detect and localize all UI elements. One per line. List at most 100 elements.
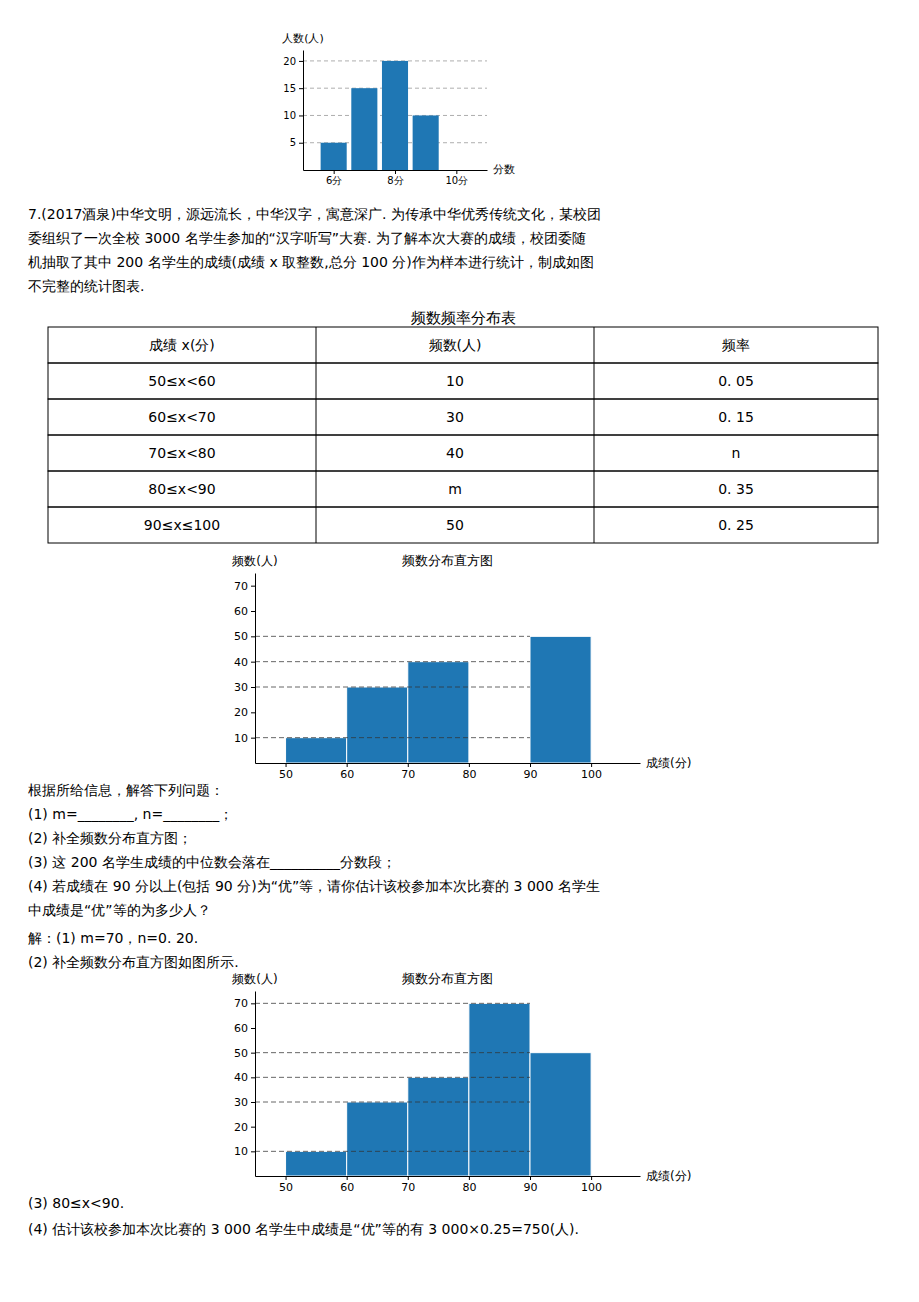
tick-label: 60 (340, 768, 354, 781)
tick-mark (251, 636, 255, 637)
tick-mark (591, 763, 592, 767)
tick-label: 10分 (445, 175, 468, 186)
table-divider (316, 363, 317, 399)
histogram-bar (530, 636, 591, 763)
tick: 6分 (326, 170, 342, 186)
text-line: (4) 估计该校参加本次比赛的 3 000 名学生中成绩是“优”等的有 3 00… (28, 1221, 579, 1237)
tick-mark (530, 1176, 531, 1180)
dashed-line (255, 636, 530, 637)
chart: 6分8分10分5101520人数(人)分数 (282, 32, 515, 186)
table-header: 成绩 x(分) (149, 337, 215, 353)
y-axis: 5101520 (283, 51, 303, 171)
table-divider (316, 435, 317, 471)
tick-mark (456, 170, 457, 174)
histogram-bar (408, 662, 469, 763)
tick: 50 (234, 630, 255, 643)
text-line: (2) 补全频数分布直方图如图所示. (28, 954, 239, 970)
y-axis: 10203040506070 (234, 992, 256, 1177)
tick-label: 40 (234, 656, 248, 669)
histogram-bar (286, 1151, 347, 1176)
plot-area (255, 636, 591, 763)
x-axis: 6分 8分 10分 (304, 170, 488, 186)
y-axis-line (255, 992, 256, 1177)
tick: 60 (234, 605, 255, 618)
tick: 50 (279, 1176, 293, 1194)
tick-mark (251, 687, 255, 688)
bar (351, 88, 377, 170)
table-row-border (48, 327, 878, 363)
text-line: 根据所给信息，解答下列问题： (28, 782, 224, 798)
x-axis: 5060708090100 (256, 763, 641, 781)
tick-mark (299, 88, 303, 89)
tick-label: 8分 (387, 175, 403, 186)
tick-mark (299, 143, 303, 144)
tick: 10 (234, 1145, 255, 1158)
histogram-bar (347, 687, 408, 763)
tick-label: 50 (279, 1181, 293, 1194)
chart-title: 频数分布直方图 (402, 971, 493, 986)
text-line: 7.(2017酒泉)中华文明，源远流长，中华汉字，寓意深广. 为传承中华优秀传统… (28, 206, 601, 222)
table-cell: 0. 25 (718, 517, 754, 533)
tick-label: 60 (340, 1181, 354, 1194)
tick-mark (251, 662, 255, 663)
tick: 30 (234, 681, 255, 694)
bar (382, 61, 408, 170)
bar (321, 143, 347, 170)
tick-mark (251, 1151, 255, 1152)
tick-mark (251, 611, 255, 612)
tick-mark (251, 1102, 255, 1103)
dashed-line (255, 1003, 530, 1004)
tick-label: 100 (581, 1181, 602, 1194)
tick-label: 60 (234, 605, 248, 618)
dashed-line (255, 737, 530, 738)
tick: 8分 (387, 170, 403, 186)
tick-label: 90 (524, 768, 538, 781)
table-divider (594, 363, 595, 399)
text-line: (1) m=________, n=________； (28, 806, 233, 822)
table-row-border (48, 435, 878, 471)
table-cell: 60≤x<70 (148, 409, 215, 425)
tick-label: 70 (401, 768, 415, 781)
tick: 10分 (445, 170, 468, 186)
tick-label: 20 (234, 1121, 248, 1134)
table-divider (316, 399, 317, 435)
tick-mark (251, 738, 255, 739)
tick-label: 50 (234, 630, 248, 643)
table-row-border (48, 399, 878, 435)
histogram-bar (347, 1102, 408, 1176)
table-cell: m (448, 481, 462, 497)
table-cell: 0. 05 (718, 373, 754, 389)
tick: 90 (524, 763, 538, 781)
tick-mark (347, 1176, 348, 1180)
y-axis-line (303, 51, 304, 171)
tick: 20 (283, 56, 303, 67)
tick-mark (530, 763, 531, 767)
dashed-line (255, 1077, 530, 1078)
table-divider (594, 507, 595, 543)
tick-mark (299, 61, 303, 62)
tick: 70 (401, 763, 415, 781)
table-cell: 0. 15 (718, 409, 754, 425)
table-header: 频数(人) (429, 337, 482, 353)
table-divider (594, 435, 595, 471)
page: 7.(2017酒泉)中华文明，源远流长，中华汉字，寓意深广. 为传承中华优秀传统… (0, 0, 919, 1302)
tick-label: 50 (234, 1047, 248, 1060)
y-axis: 10203040506070 (234, 574, 256, 764)
tick-mark (251, 586, 255, 587)
tick-label: 20 (283, 56, 296, 67)
tick: 60 (340, 1176, 354, 1194)
tick: 80 (462, 1176, 476, 1194)
tick-mark (469, 763, 470, 767)
table-row-border (48, 471, 878, 507)
tick-label: 10 (234, 732, 248, 745)
table-cell: 40 (446, 445, 464, 461)
tick-mark (347, 763, 348, 767)
dashed-line (255, 1151, 530, 1152)
table-cell: 90≤x≤100 (144, 517, 220, 533)
tick-label: 20 (234, 706, 248, 719)
tick: 10 (283, 110, 303, 121)
chart: 506070809010010203040506070频数(人)频数分布直方图成… (232, 971, 691, 1194)
table-cell: n (732, 445, 741, 461)
tick-label: 5 (290, 137, 296, 148)
tick: 60 (340, 763, 354, 781)
